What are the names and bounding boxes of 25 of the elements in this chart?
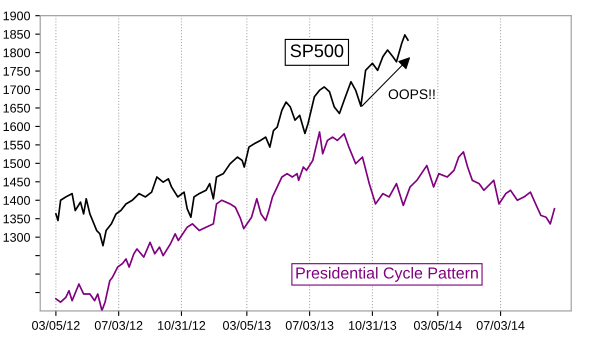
y-tick-label: 1650 [4, 104, 30, 113]
x-tick-label: 10/31/12 [158, 320, 206, 330]
y-tick-label: 1700 [4, 85, 30, 94]
text: Presidential Cycle Pattern [296, 266, 478, 282]
x-tick-label: 07/03/12 [94, 320, 142, 330]
annotation: OOPS!! [388, 89, 435, 100]
x-tick-label: 07/03/14 [476, 320, 525, 330]
y-tick-label: 1400 [4, 196, 30, 205]
y-tick-label: 1900 [4, 11, 30, 20]
y-tick-label: 1550 [4, 140, 30, 150]
x-tick-label: 10/31/13 [349, 320, 396, 330]
y-tick-label: 1800 [4, 48, 30, 58]
x-tick-label: 03/05/14 [414, 320, 462, 330]
y-tick-label: 1450 [4, 178, 30, 186]
y-tick-label: 1500 [4, 159, 30, 168]
series-label: SP500 [290, 44, 344, 58]
y-tick-label: 1350 [4, 214, 30, 224]
y-tick-label: 1850 [4, 30, 30, 39]
y-tick-label: 1600 [4, 122, 30, 132]
y-tick-label: 1300 [4, 232, 30, 242]
y-tick-label: 1750 [4, 66, 30, 76]
line-series [55, 131, 556, 311]
x-tick-label: 03/05/13 [223, 320, 271, 330]
x-tick-label: 03/05/12 [32, 320, 80, 330]
x-tick-label: 07/03/13 [286, 320, 334, 330]
